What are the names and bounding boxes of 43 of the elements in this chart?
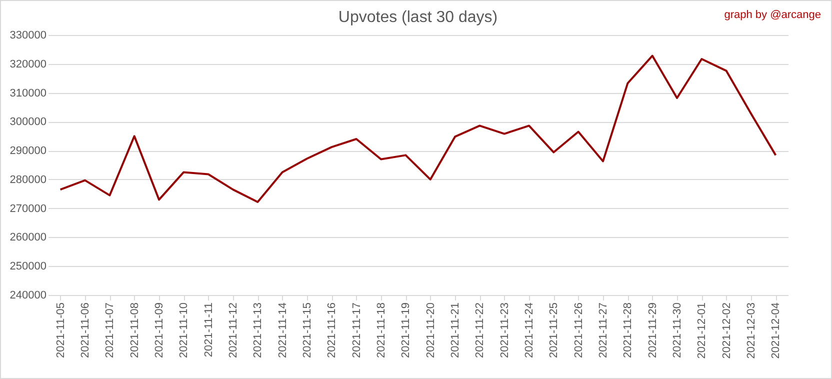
x-tick-label: 2021-11-17 xyxy=(350,302,363,358)
x-tick-label: 2021-11-24 xyxy=(524,302,536,358)
x-tick-label: 2021-11-29 xyxy=(646,302,659,358)
x-tick-label: 2021-11-30 xyxy=(672,302,684,358)
x-tick-label: 2021-11-10 xyxy=(178,302,190,358)
x-tick-label: 2021-11-09 xyxy=(154,302,166,358)
y-tick-label: 290000 xyxy=(10,145,46,158)
x-tick-label: 2021-11-18 xyxy=(376,302,388,358)
line-series xyxy=(59,54,777,203)
chart-title: Upvotes (last 30 days) xyxy=(338,9,498,26)
y-tick-label: 270000 xyxy=(10,202,46,215)
x-tick-label: 2021-11-16 xyxy=(326,302,338,358)
x-tick-label: 2021-11-22 xyxy=(474,302,486,358)
y-tick-label: 280000 xyxy=(10,174,46,186)
y-tick-label: 310000 xyxy=(10,87,46,100)
y-tick-label: 330000 xyxy=(10,30,46,42)
y-tick-label: 260000 xyxy=(10,232,46,244)
x-tick-label: 2021-11-20 xyxy=(424,302,437,358)
x-tick-label: 2021-12-04 xyxy=(770,302,782,359)
x-tick-label: 2021-11-28 xyxy=(622,302,634,358)
x-tick-label: 2021-11-19 xyxy=(400,302,412,358)
x-tick-label: 2021-12-03 xyxy=(746,302,758,359)
x-tick-label: 2021-11-27 xyxy=(598,302,610,358)
x-tick-label: 2021-12-01 xyxy=(696,302,708,359)
x-tick-label: 2021-11-25 xyxy=(548,302,560,358)
x-tick-label: 2021-12-02 xyxy=(720,302,733,359)
x-tick-label: 2021-11-21 xyxy=(450,302,462,358)
x-tick-label: 2021-11-05 xyxy=(54,302,67,358)
x-tick-label: 2021-11-08 xyxy=(128,302,141,358)
x-tick-label: 2021-11-12 xyxy=(228,302,240,358)
x-tick-label: 2021-11-15 xyxy=(302,302,314,358)
text: graph by @arcange xyxy=(724,9,821,21)
x-tick-label: 2021-11-14 xyxy=(276,302,289,358)
x-tick-label: 2021-11-11 xyxy=(202,302,215,358)
y-tick-label: 300000 xyxy=(10,116,46,128)
x-tick-label: 2021-11-07 xyxy=(104,302,116,358)
y-tick-label: 250000 xyxy=(10,260,46,273)
y-tick-label: 240000 xyxy=(10,290,46,302)
x-tick-label: 2021-11-23 xyxy=(498,302,511,358)
x-tick-label: 2021-11-06 xyxy=(80,302,92,358)
x-tick-label: 2021-11-26 xyxy=(572,302,585,358)
y-tick-label: 320000 xyxy=(10,58,46,70)
x-tick-label: 2021-11-13 xyxy=(252,302,264,358)
